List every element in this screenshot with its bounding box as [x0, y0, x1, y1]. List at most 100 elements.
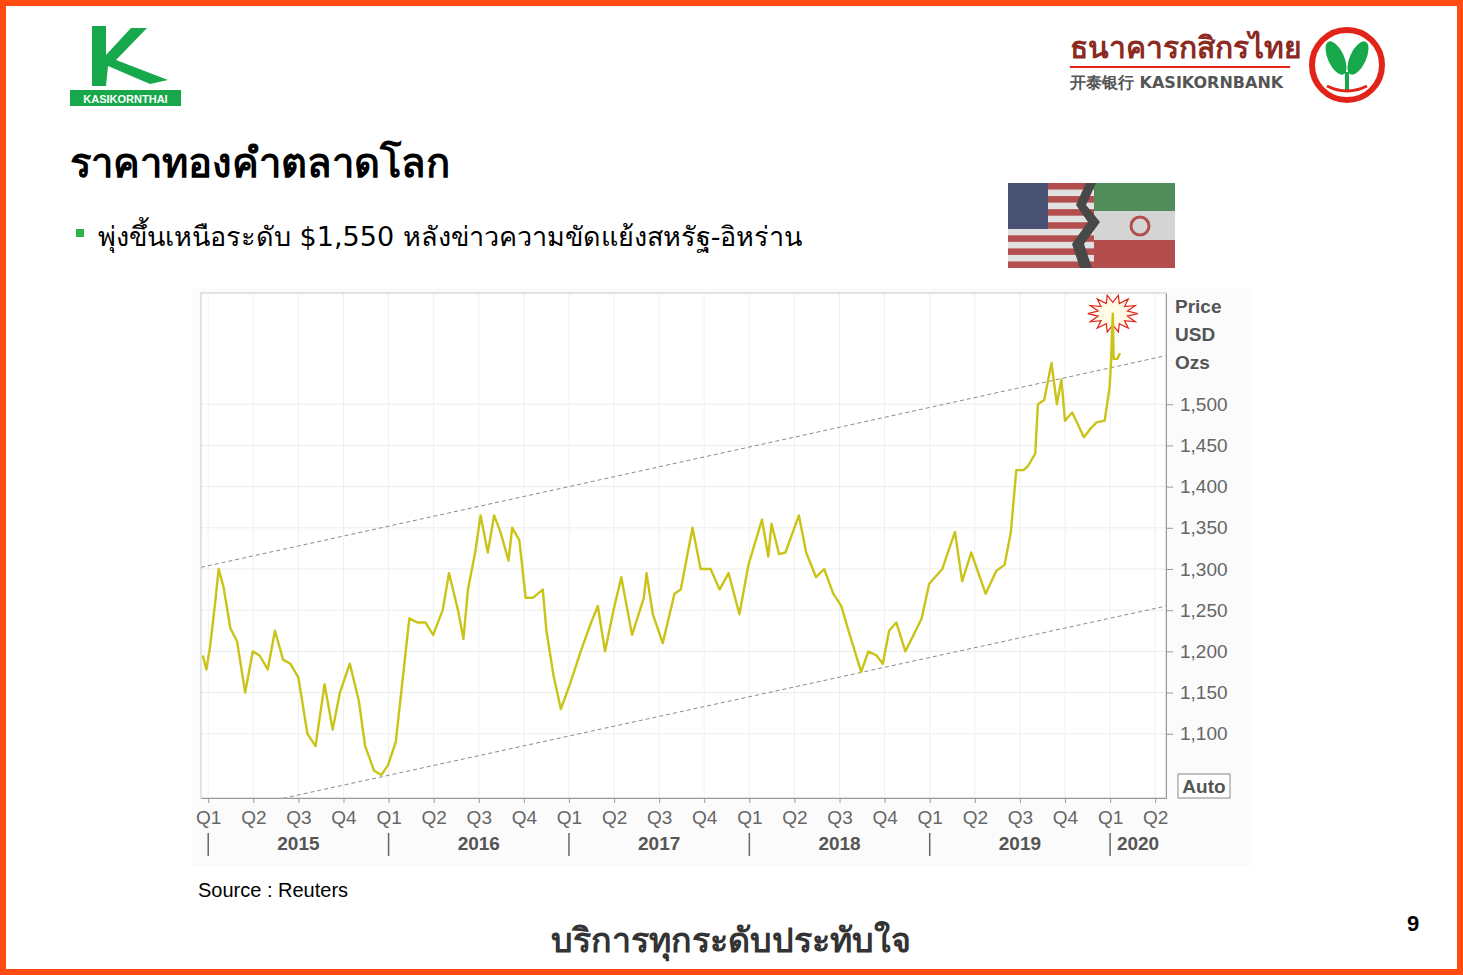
x-tick: Q2 — [1143, 798, 1168, 828]
year-separator — [929, 833, 931, 856]
x-tick: Q2 — [602, 798, 627, 828]
grid-line-x — [974, 293, 975, 798]
x-tick-mark — [749, 798, 750, 803]
x-tick-label: Q4 — [512, 807, 538, 828]
grid-line-x — [568, 293, 569, 798]
footer-slogan: บริการทุกระดับประทับใจ — [551, 920, 911, 962]
x-tick-mark — [975, 798, 976, 803]
y-tick-mark — [1166, 734, 1173, 735]
x-tick: Q4 — [1053, 798, 1079, 828]
x-tick-mark — [569, 798, 570, 803]
year-label: 2015 — [277, 833, 320, 854]
grid-line-x — [749, 293, 750, 798]
slide-title: ราคาทองคำตลาดโลก — [70, 140, 450, 186]
y-axis-line — [1166, 294, 1167, 799]
year-separator — [1109, 833, 1111, 856]
x-tick-label: Q2 — [241, 807, 266, 828]
x-tick-mark — [1020, 798, 1021, 803]
x-tick-mark — [659, 798, 660, 803]
logo-band — [70, 90, 181, 106]
page-number: 9 — [1407, 911, 1419, 936]
auto-button-label[interactable]: Auto — [1182, 776, 1225, 797]
y-tick: 1,200 — [1166, 641, 1228, 662]
bank-seal — [1312, 30, 1382, 100]
grid-line-x — [704, 293, 705, 798]
x-axis-line — [202, 798, 1167, 799]
x-tick-label: Q3 — [467, 807, 492, 828]
chart-panel — [192, 288, 1252, 866]
grid-line-x — [1155, 293, 1156, 798]
x-tick-label: Q1 — [196, 807, 221, 828]
trend-line — [201, 356, 1166, 568]
x-tick: Q1 — [1098, 798, 1123, 828]
y-axis: 1,1001,1501,2001,2501,3001,3501,4001,450… — [1166, 294, 1228, 799]
y-tick: 1,100 — [1166, 723, 1228, 744]
x-tick: Q2 — [782, 798, 807, 828]
x-tick-label: Q2 — [782, 807, 807, 828]
x-tick: Q4 — [331, 798, 357, 828]
grid-line-x — [388, 293, 389, 798]
x-tick-label: Q1 — [737, 807, 762, 828]
y-tick-label: 1,450 — [1180, 435, 1228, 456]
grid-line-y — [201, 610, 1166, 611]
x-tick-label: Q3 — [647, 807, 672, 828]
auto-button-box[interactable] — [1178, 774, 1230, 798]
x-tick: Q2 — [241, 798, 266, 828]
x-tick: Q3 — [286, 798, 311, 828]
year-label: 2020 — [1117, 833, 1159, 854]
x-tick-mark — [343, 798, 344, 803]
x-tick-mark — [253, 798, 254, 803]
grid-line-x — [208, 293, 209, 798]
x-tick: Q3 — [827, 798, 852, 828]
x-tick: Q3 — [647, 798, 672, 828]
x-tick-label: Q3 — [286, 807, 311, 828]
bullet-text: พุ่งขึ้นเหนือระดับ $1,550 หลังข่าวความขั… — [98, 217, 802, 254]
grid-line-y — [201, 733, 1166, 734]
seal-base — [1327, 86, 1367, 91]
kasikornthai-logo: KASIKORNTHAI — [70, 26, 181, 106]
x-axis: Q1Q2Q3Q4Q1Q2Q3Q4Q1Q2Q3Q4Q1Q2Q3Q4Q1Q2Q3Q4… — [196, 798, 1168, 828]
x-tick-mark — [1110, 798, 1111, 803]
x-tick-label: Q2 — [1143, 807, 1168, 828]
y-tick-label: 1,400 — [1180, 476, 1228, 497]
grid-line-y — [201, 486, 1166, 487]
grid-line-y — [201, 651, 1166, 652]
x-tick-label: Q2 — [963, 807, 988, 828]
x-tick-label: Q3 — [827, 807, 852, 828]
x-tick-label: Q2 — [422, 807, 447, 828]
auto-button[interactable]: Auto — [1178, 774, 1230, 798]
grid-line-y — [201, 404, 1166, 405]
x-tick-mark — [885, 798, 886, 803]
y-tick: 1,350 — [1166, 517, 1228, 538]
x-tick-mark — [614, 798, 615, 803]
x-tick: Q4 — [872, 798, 898, 828]
grid-line-x — [1019, 293, 1020, 798]
x-tick-label: Q4 — [692, 807, 718, 828]
bank-name-en: 开泰银行 KASIKORNBANK — [1069, 73, 1284, 92]
x-tick: Q3 — [467, 798, 492, 828]
x-tick-mark — [208, 798, 209, 803]
flag-shade — [1008, 183, 1175, 268]
y-tick-mark — [1166, 528, 1173, 529]
grid-line-x — [343, 293, 344, 798]
y-tick: 1,300 — [1166, 559, 1228, 580]
price-line — [203, 314, 1120, 775]
grid-line-x — [523, 293, 524, 798]
y-tick-mark — [1166, 487, 1173, 488]
plot-area — [201, 314, 1166, 798]
x-tick: Q1 — [557, 798, 582, 828]
x-tick-label: Q1 — [1098, 807, 1123, 828]
y-tick: 1,400 — [1166, 476, 1228, 497]
logo-k — [92, 26, 168, 86]
year-label: 2019 — [999, 833, 1041, 854]
grid — [201, 293, 1166, 798]
seal-leaf — [1321, 38, 1351, 77]
grid-line-x — [659, 293, 660, 798]
x-tick-label: Q1 — [557, 807, 582, 828]
y-tick: 1,500 — [1166, 394, 1228, 415]
x-tick: Q2 — [963, 798, 988, 828]
grid-line-x — [433, 293, 434, 798]
x-tick: Q1 — [196, 798, 221, 828]
y-tick-mark — [1166, 610, 1173, 611]
x-tick: Q1 — [376, 798, 401, 828]
